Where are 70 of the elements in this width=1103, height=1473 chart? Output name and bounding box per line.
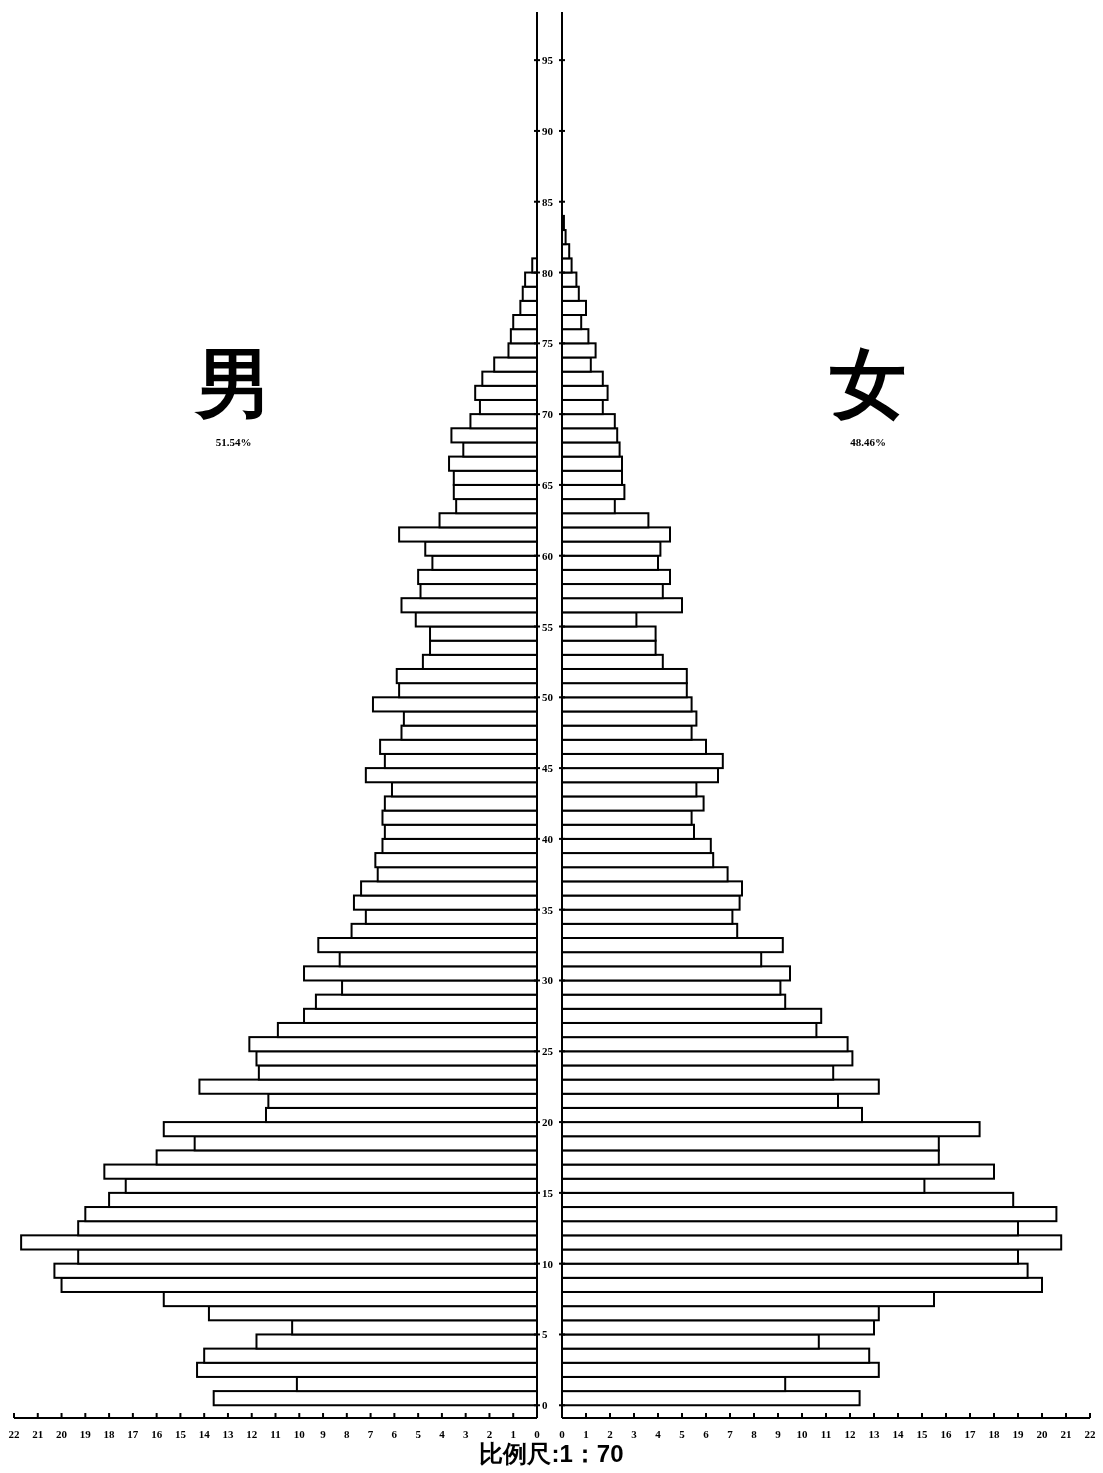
x-tick-label: 8 — [751, 1428, 758, 1440]
y-tick-label: 25 — [542, 1045, 554, 1058]
x-tick-label: 11 — [270, 1428, 281, 1440]
y-tick-label: 40 — [542, 832, 554, 845]
text: 比例尺:1：70 — [479, 1440, 624, 1467]
x-tick-label: 3 — [462, 1428, 469, 1440]
text: 女 — [830, 340, 907, 426]
x-tick-label: 1 — [583, 1428, 589, 1440]
y-tick-label: 65 — [542, 478, 554, 491]
x-tick-label: 21 — [32, 1428, 44, 1440]
x-tick-label: 22 — [8, 1428, 20, 1440]
x-tick-label: 3 — [631, 1428, 638, 1440]
x-tick-label: 12 — [246, 1428, 258, 1440]
y-tick-label: 80 — [542, 266, 554, 279]
y-tick-label: 20 — [542, 1116, 554, 1129]
x-tick-label: 14 — [892, 1428, 904, 1440]
x-tick-label: 16 — [151, 1428, 163, 1440]
y-tick-label: 45 — [542, 762, 554, 775]
y-tick-label: 85 — [542, 195, 554, 208]
x-tick-label: 13 — [222, 1428, 234, 1440]
x-tick-label: 13 — [868, 1428, 880, 1440]
y-tick-label: 60 — [542, 549, 554, 562]
text: 48.46% — [850, 436, 887, 449]
x-tick-label: 16 — [940, 1428, 952, 1440]
x-tick-label: 20 — [1036, 1428, 1048, 1440]
x-tick-label: 11 — [820, 1428, 832, 1440]
x-tick-label: 6 — [391, 1428, 398, 1440]
x-tick-label: 8 — [344, 1428, 351, 1440]
x-tick-label: 18 — [988, 1428, 1000, 1440]
x-tick-label: 10 — [293, 1428, 306, 1440]
y-tick-label: 90 — [542, 124, 554, 137]
y-tick-label: 70 — [542, 408, 554, 421]
x-tick-label: 5 — [679, 1428, 686, 1440]
x-tick-label: 9 — [320, 1428, 327, 1440]
x-tick-label: 14 — [198, 1428, 211, 1440]
x-tick-label: 22 — [1084, 1428, 1096, 1440]
x-tick-label: 9 — [775, 1428, 782, 1440]
y-tick-label: 5 — [542, 1328, 548, 1341]
text: 51.54% — [215, 436, 252, 449]
x-tick-label: 2 — [486, 1428, 493, 1440]
x-tick-label: 17 — [127, 1428, 139, 1440]
x-tick-label: 19 — [79, 1428, 92, 1440]
x-tick-label: 15 — [916, 1428, 928, 1440]
y-tick-label: 55 — [542, 620, 554, 633]
x-tick-label: 20 — [56, 1428, 68, 1440]
x-tick-label: 12 — [844, 1428, 856, 1440]
x-tick-label: 15 — [174, 1428, 187, 1440]
x-tick-label: 5 — [415, 1428, 422, 1440]
x-tick-label: 7 — [367, 1428, 374, 1440]
text: 男 — [193, 340, 272, 426]
x-tick-label: 1 — [510, 1428, 516, 1440]
y-tick-label: 35 — [542, 903, 554, 916]
x-tick-label: 4 — [655, 1428, 662, 1440]
x-tick-label: 2 — [607, 1428, 614, 1440]
y-tick-label: 95 — [542, 54, 554, 67]
x-tick-label: 6 — [703, 1428, 710, 1440]
x-tick-label: 0 — [559, 1428, 566, 1440]
y-tick-label: 15 — [542, 1186, 554, 1199]
y-tick-label: 75 — [542, 337, 554, 350]
x-tick-label: 10 — [796, 1428, 808, 1440]
x-tick-label: 21 — [1060, 1428, 1072, 1440]
x-tick-label: 19 — [1012, 1428, 1024, 1440]
y-tick-label: 50 — [542, 691, 554, 704]
x-tick-label: 17 — [964, 1428, 976, 1440]
y-tick-label: 30 — [542, 974, 554, 987]
x-tick-label: 18 — [103, 1428, 116, 1440]
y-tick-label: 0 — [542, 1399, 548, 1412]
y-tick-label: 10 — [542, 1257, 554, 1270]
x-tick-label: 4 — [439, 1428, 446, 1440]
x-tick-label: 7 — [727, 1428, 734, 1440]
